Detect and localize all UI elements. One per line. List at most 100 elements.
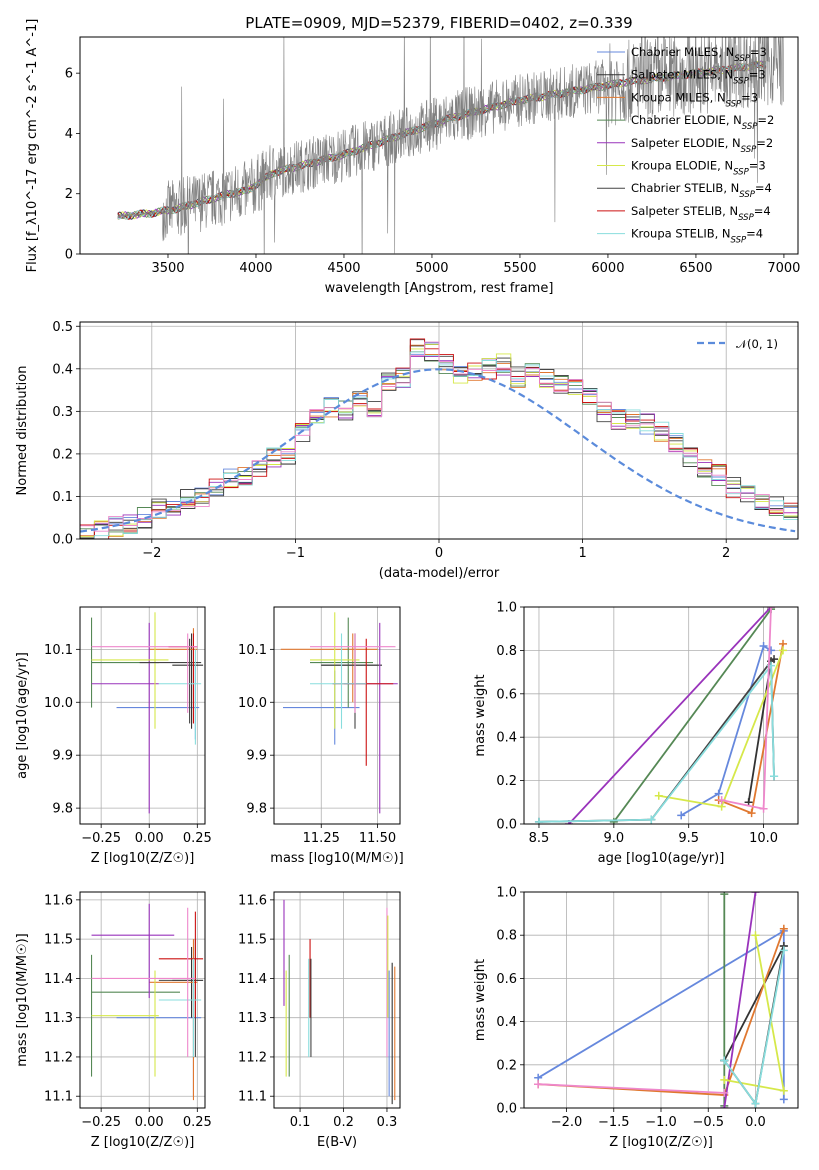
x-tick-label: 0.25 (183, 1115, 212, 1130)
x-tick-label: 11.50 (359, 831, 396, 846)
weight-line (538, 663, 775, 823)
legend-label-main: Salpeter STELIB, N (631, 204, 738, 218)
weight-marker (720, 1104, 729, 1108)
y-tick-label: 0.6 (496, 972, 517, 987)
y-tick-label: 11.2 (44, 1050, 73, 1065)
plot-area (534, 892, 788, 1108)
weight-line (723, 892, 757, 1108)
weight-marker (767, 607, 776, 611)
x-axis-label: Z [log10(Z/Z☉)] (609, 1135, 713, 1150)
weight-marker (720, 1088, 729, 1097)
panel-mass-vs-EBV: 0.1 0.2 0.3 11.1 11.2 11.3 11.4 11.5 11.6 E(B-V) (238, 891, 401, 1150)
panel-age-vs-mass: 11.25 11.50 9.8 9.9 10.0 10.1 mass [log10(M/M☉… (238, 606, 404, 866)
y-tick-label: 0.6 (496, 687, 517, 702)
weight-marker (779, 924, 788, 933)
histogram-step (80, 356, 798, 539)
legend-label: 𝒩(0, 1) (736, 337, 778, 351)
legend-label-sub: SSP (733, 168, 749, 178)
axes-frame (79, 891, 206, 1109)
x-tick-label: −1.5 (598, 1115, 630, 1130)
panels: 3500 4000 4500 5000 5500 6000 6500 7000 0 2 4 6 wave… (15, 19, 800, 1150)
y-axis-label: mass weight (473, 674, 488, 756)
legend-label-main: Salpeter ELODIE, N (631, 136, 741, 150)
weight-line (568, 607, 772, 824)
y-tick-label: 0.4 (52, 362, 73, 377)
x-tick-label: 10.0 (749, 831, 778, 846)
x-tick-label: 0.00 (135, 831, 164, 846)
y-tick-label: 0 (65, 248, 73, 263)
x-tick-label: 8.5 (529, 831, 550, 846)
legend-label-count: =3 (749, 159, 766, 173)
x-tick-label: 6000 (591, 261, 624, 276)
legend-label: Salpeter MILES, NSSP=3 (631, 68, 766, 87)
legend-label: Salpeter ELODIE, NSSP=2 (631, 136, 773, 155)
y-axis-label: age [log10(age/yr)] (15, 652, 30, 779)
y-tick-label: 2 (65, 187, 73, 202)
y-tick-label: 10.0 (238, 696, 267, 711)
y-tick-label: 1.0 (496, 886, 517, 901)
y-tick-label: 11.2 (238, 1050, 267, 1065)
weight-marker (534, 1080, 543, 1089)
histogram-step (80, 351, 798, 534)
legend-label-main: Kroupa ELODIE, N (631, 159, 733, 173)
y-tick-label: 0.4 (496, 1015, 517, 1030)
y-tick-label: 9.9 (246, 749, 267, 764)
x-axis-label: wavelength [Angstrom, rest frame] (325, 281, 554, 296)
plot-area (90, 903, 204, 1101)
legend-label-main: Chabrier STELIB, N (631, 181, 739, 195)
weight-marker (747, 809, 756, 818)
legend-label-count: =3 (750, 45, 767, 59)
legend-label-sub: SSP (734, 54, 750, 64)
axes-frame (273, 891, 401, 1109)
y-tick-label: 11.4 (238, 972, 267, 987)
weight-marker (767, 646, 776, 655)
x-axis-label: Z [log10(Z/Z☉)] (91, 1135, 195, 1150)
weight-marker (779, 1086, 788, 1095)
weight-marker (759, 804, 768, 813)
y-tick-label: 0.2 (496, 1058, 517, 1073)
legend-label-main: Chabrier ELODIE, N (631, 113, 742, 127)
y-tick-label: 10.1 (44, 643, 73, 658)
weight-marker (779, 1095, 788, 1104)
weight-marker (720, 1075, 729, 1084)
legend-label: Kroupa ELODIE, NSSP=3 (631, 159, 766, 178)
legend-label-count: =4 (755, 181, 772, 195)
weight-marker (751, 1099, 760, 1108)
x-tick-label: −0.25 (81, 1115, 121, 1130)
y-axis-label: Normed distribution (15, 366, 30, 496)
axes-frame (79, 36, 799, 255)
weight-line (538, 658, 775, 823)
y-tick-label: 11.6 (238, 893, 267, 908)
y-tick-label: 1.0 (496, 601, 517, 616)
legend-label: Chabrier MILES, NSSP=3 (631, 45, 767, 64)
weight-marker (647, 815, 656, 824)
legend-label-main: Chabrier MILES, N (631, 45, 734, 59)
panel-age-vs-Z: −0.25 0.00 0.25 9.8 9.9 10.0 10.1 Z [log10(Z/Z☉… (15, 606, 212, 866)
panel-weight-vs-Z: −2.0 −1.5 −1.0 −0.5 0.0 0.0 0.2 0.4 0.6 0.8 1.0 Z [… (473, 886, 799, 1150)
x-tick-label: 1 (578, 546, 586, 561)
legend-label-sub: SSP (742, 122, 758, 132)
y-tick-label: 10.0 (44, 696, 73, 711)
y-tick-label: 11.3 (238, 1011, 267, 1026)
plot-area (80, 338, 798, 539)
plot-area (117, 37, 784, 254)
y-tick-label: 9.9 (52, 749, 73, 764)
y-tick-label: 9.8 (246, 802, 267, 817)
legend-label: Kroupa MILES, NSSP=3 (631, 90, 758, 109)
y-tick-label: 9.8 (52, 802, 73, 817)
weight-marker (779, 946, 788, 955)
legend-label-count: =2 (756, 136, 773, 150)
x-tick-label: 0.00 (135, 1115, 164, 1130)
x-tick-label: 3500 (151, 261, 184, 276)
axes-frame (79, 606, 206, 825)
x-tick-label: 0.25 (183, 831, 212, 846)
weight-line (680, 644, 772, 817)
legend-label: Salpeter STELIB, NSSP=4 (631, 204, 771, 223)
weight-marker (609, 817, 618, 824)
weight-marker (759, 642, 768, 651)
x-tick-label: −0.25 (81, 831, 121, 846)
axes-frame (523, 606, 799, 825)
y-tick-label: 0.8 (496, 929, 517, 944)
